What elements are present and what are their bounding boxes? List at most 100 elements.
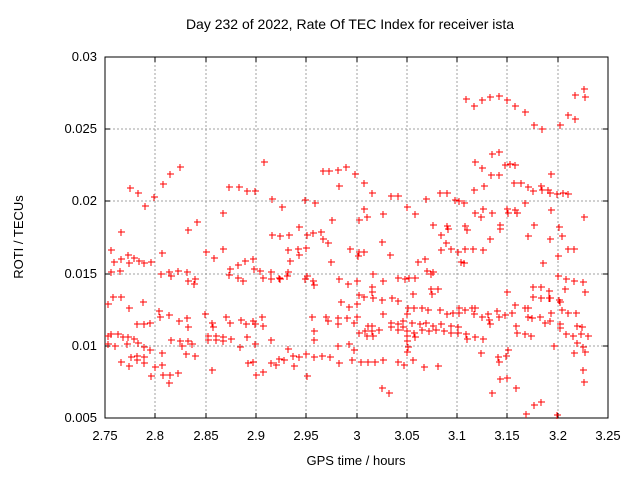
x-tick-label: 3.25 bbox=[595, 428, 620, 443]
data-point bbox=[118, 229, 125, 236]
data-point bbox=[448, 330, 455, 337]
data-point bbox=[250, 359, 257, 366]
data-point bbox=[488, 172, 495, 179]
data-point bbox=[496, 93, 503, 100]
data-point bbox=[443, 240, 450, 247]
data-point bbox=[260, 275, 267, 282]
data-point bbox=[176, 318, 183, 325]
x-tick-label: 3.15 bbox=[494, 428, 519, 443]
data-point bbox=[320, 168, 327, 175]
data-point bbox=[273, 362, 280, 369]
data-point bbox=[578, 331, 585, 338]
data-point bbox=[237, 344, 244, 351]
data-point bbox=[379, 239, 386, 246]
data-point bbox=[142, 203, 149, 210]
data-point bbox=[286, 232, 293, 239]
data-point bbox=[455, 324, 462, 331]
data-point bbox=[167, 171, 174, 178]
data-point bbox=[487, 321, 494, 328]
data-point bbox=[479, 314, 486, 321]
data-point bbox=[496, 149, 503, 156]
data-point bbox=[438, 232, 445, 239]
data-point bbox=[329, 217, 336, 224]
data-point bbox=[464, 336, 471, 343]
data-point bbox=[507, 161, 514, 168]
data-point bbox=[438, 321, 445, 328]
data-point bbox=[285, 269, 292, 276]
x-tick-label: 3.1 bbox=[448, 428, 466, 443]
data-point bbox=[260, 323, 267, 330]
data-point bbox=[252, 321, 259, 328]
data-point bbox=[523, 411, 530, 418]
data-point bbox=[325, 240, 332, 247]
data-point bbox=[168, 337, 175, 344]
data-point bbox=[327, 354, 334, 361]
data-point bbox=[386, 390, 393, 397]
data-point bbox=[435, 286, 442, 293]
data-point bbox=[565, 191, 572, 198]
data-point bbox=[565, 310, 572, 317]
data-point bbox=[127, 185, 134, 192]
data-point bbox=[406, 275, 413, 282]
data-point bbox=[226, 184, 233, 191]
data-point bbox=[236, 184, 243, 191]
data-point bbox=[471, 103, 478, 110]
data-point bbox=[295, 246, 302, 253]
data-point bbox=[304, 373, 311, 380]
data-point bbox=[530, 188, 537, 195]
data-point bbox=[581, 86, 588, 93]
data-point bbox=[210, 324, 217, 331]
data-point bbox=[320, 236, 327, 243]
data-point bbox=[581, 214, 588, 221]
data-point bbox=[448, 323, 455, 330]
data-point bbox=[105, 301, 112, 308]
x-tick-label: 2.75 bbox=[92, 428, 117, 443]
data-point bbox=[423, 196, 430, 203]
data-point bbox=[285, 247, 292, 254]
data-point bbox=[415, 259, 422, 266]
data-point bbox=[189, 341, 196, 348]
data-point bbox=[444, 311, 451, 318]
data-point bbox=[311, 328, 318, 335]
data-point bbox=[419, 305, 426, 312]
data-point bbox=[296, 224, 303, 231]
data-point bbox=[444, 190, 451, 197]
data-point bbox=[185, 278, 192, 285]
data-point bbox=[478, 350, 485, 357]
x-tick-label: 3.05 bbox=[394, 428, 419, 443]
data-point bbox=[356, 292, 363, 299]
data-point bbox=[464, 227, 471, 234]
data-point bbox=[574, 340, 581, 347]
data-point bbox=[303, 351, 310, 358]
data-point bbox=[303, 245, 310, 252]
data-point bbox=[354, 278, 361, 285]
data-point bbox=[395, 359, 402, 366]
data-point bbox=[141, 360, 148, 367]
data-point bbox=[547, 318, 554, 325]
data-point bbox=[140, 299, 147, 306]
data-point bbox=[194, 219, 201, 226]
data-point bbox=[269, 232, 276, 239]
data-point bbox=[525, 305, 532, 312]
data-point bbox=[361, 294, 368, 301]
data-point bbox=[452, 197, 459, 204]
data-point bbox=[118, 294, 125, 301]
data-point bbox=[404, 311, 411, 318]
data-point bbox=[547, 236, 554, 243]
data-point bbox=[211, 255, 218, 262]
data-point bbox=[538, 183, 545, 190]
data-point bbox=[358, 359, 365, 366]
data-point bbox=[503, 353, 510, 360]
data-point bbox=[487, 236, 494, 243]
data-point bbox=[555, 273, 562, 280]
data-point bbox=[428, 271, 435, 278]
data-point bbox=[395, 321, 402, 328]
data-point bbox=[522, 109, 529, 116]
data-point bbox=[335, 343, 342, 350]
data-point bbox=[209, 367, 216, 374]
data-point bbox=[582, 289, 589, 296]
data-point bbox=[105, 341, 112, 348]
data-point bbox=[185, 338, 192, 345]
data-point bbox=[546, 288, 553, 295]
data-point bbox=[351, 347, 358, 354]
